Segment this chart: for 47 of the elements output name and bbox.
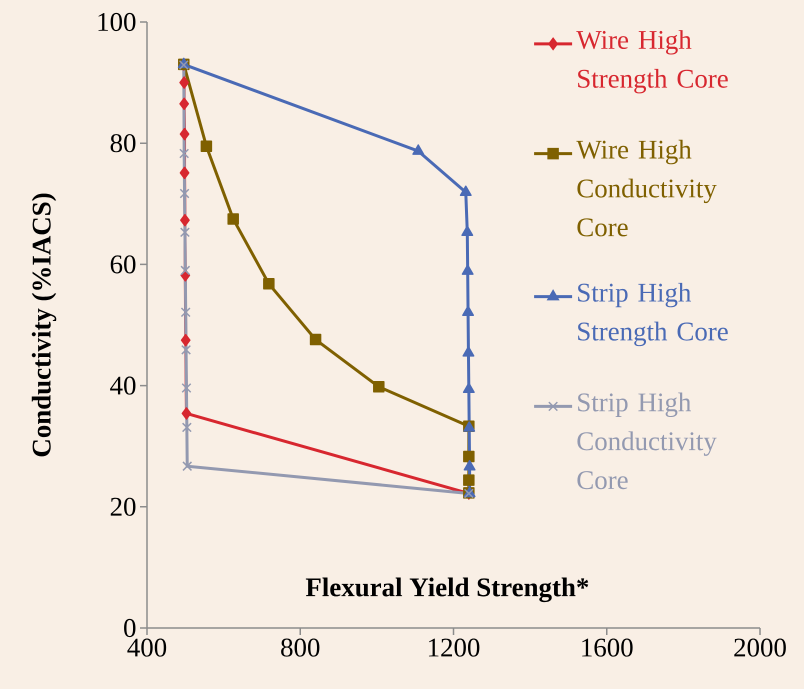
point <box>180 128 190 140</box>
point <box>180 188 190 198</box>
point <box>200 140 212 152</box>
y-tick-label: 80 <box>110 134 136 152</box>
point <box>181 383 192 394</box>
legend-label: Strip High Strength Core <box>578 282 728 346</box>
point <box>462 346 474 357</box>
x-tick-label: 1200 <box>428 638 480 657</box>
x-tick-label: 2000 <box>734 638 786 657</box>
point <box>181 344 192 355</box>
y-axis-title: Conductivity (%IACS) <box>32 194 56 456</box>
point <box>179 148 190 158</box>
x-axis-title: Flexural Yield Strength* <box>306 578 588 602</box>
point <box>464 460 476 471</box>
y-tick-label: 20 <box>110 498 136 516</box>
legend-label: Wire High Conductivity Core <box>576 140 717 236</box>
point <box>180 307 191 318</box>
point <box>462 306 474 316</box>
y-tick-label: 0 <box>124 618 136 638</box>
point <box>182 461 192 472</box>
y-tick-label: 60 <box>110 255 136 274</box>
point <box>373 381 385 393</box>
point <box>461 226 474 236</box>
point <box>179 98 190 110</box>
x-tick-label: 400 <box>127 638 166 657</box>
point <box>263 278 275 290</box>
point <box>227 213 239 225</box>
point <box>412 144 424 155</box>
point <box>182 407 192 420</box>
point <box>310 334 322 346</box>
point <box>460 186 472 196</box>
point <box>182 422 192 432</box>
legend-label: Strip High Conductivity Core <box>577 392 717 490</box>
point <box>180 334 191 346</box>
x-tick-label: 1600 <box>582 638 633 657</box>
point <box>180 227 190 238</box>
point <box>463 474 475 486</box>
x-tick-label: 800 <box>281 638 320 657</box>
legend-label: Wire High Strength Core <box>576 30 728 94</box>
point <box>180 166 190 180</box>
point <box>462 264 474 275</box>
point <box>180 214 190 226</box>
point <box>179 76 190 89</box>
point <box>180 265 190 276</box>
point <box>463 450 475 462</box>
y-tick-label: 40 <box>110 376 136 395</box>
y-tick-label: 100 <box>98 12 136 32</box>
